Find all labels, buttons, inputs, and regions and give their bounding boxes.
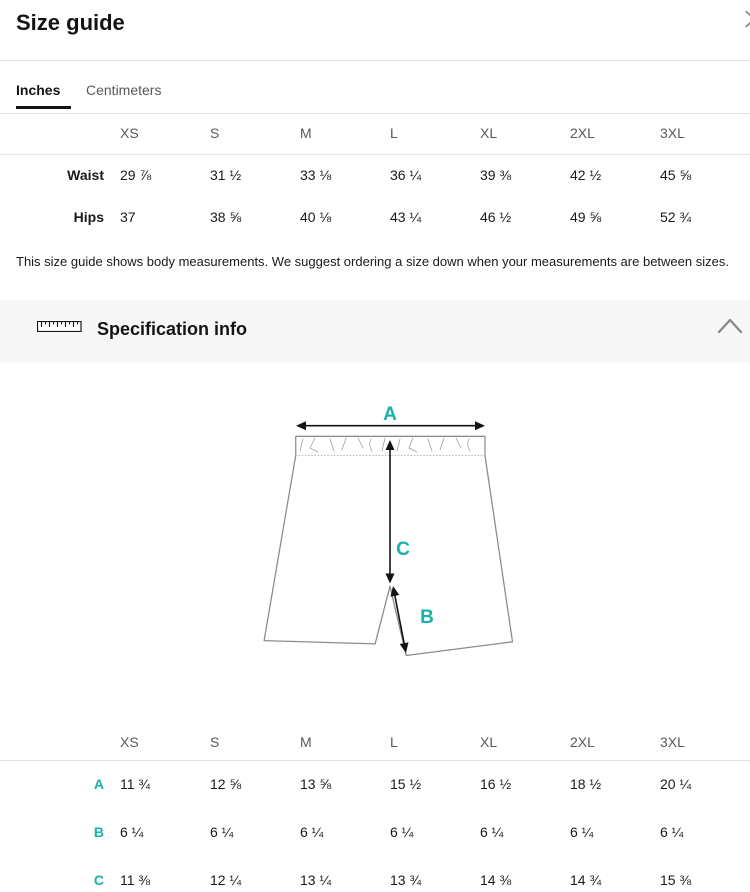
svg-text:A: A <box>383 404 397 425</box>
svg-text:C: C <box>396 539 410 560</box>
svg-text:B: B <box>420 607 434 628</box>
